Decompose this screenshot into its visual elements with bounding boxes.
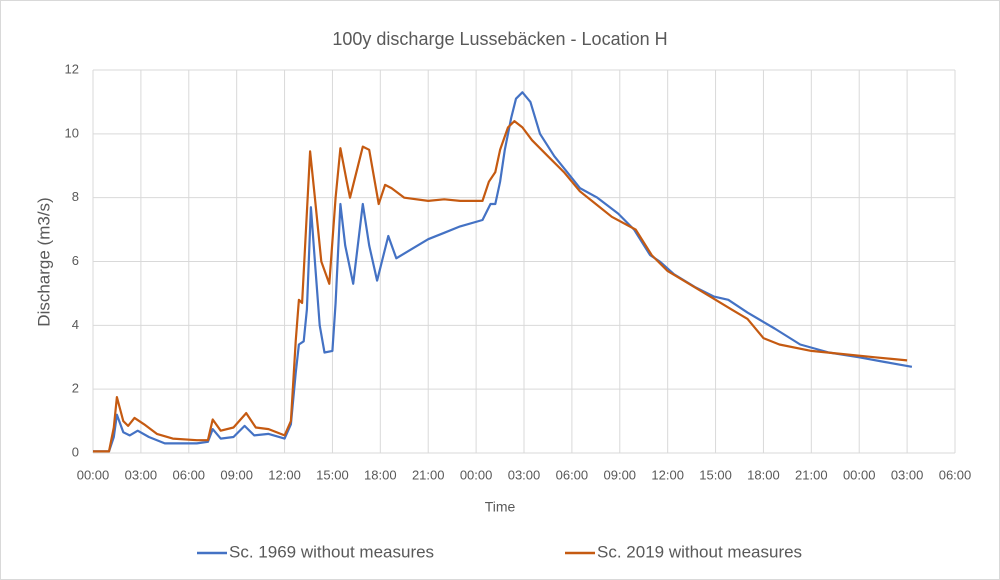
x-tick-label: 09:00 (220, 467, 253, 482)
y-tick-label: 2 (72, 381, 79, 396)
y-tick-label: 0 (72, 444, 79, 459)
x-tick-label: 18:00 (747, 467, 780, 482)
y-tick-label: 12 (65, 61, 79, 76)
series-line (93, 120, 908, 453)
x-tick-label: 21:00 (412, 467, 445, 482)
legend-label: Sc. 1969 without measures (229, 542, 434, 561)
x-tick-label: 06:00 (556, 467, 589, 482)
y-tick-label: 4 (72, 317, 79, 332)
x-tick-label: 09:00 (604, 467, 637, 482)
x-tick-label: 03:00 (508, 467, 541, 482)
legend-label: Sc. 2019 without measures (597, 542, 802, 561)
x-tick-label: 06:00 (173, 467, 206, 482)
x-axis-title: Time (485, 499, 516, 515)
x-tick-label: 06:00 (939, 467, 972, 482)
x-tick-label: 12:00 (651, 467, 684, 482)
y-axis-title: Discharge (m3/s) (34, 197, 53, 326)
y-tick-label: 10 (65, 125, 79, 140)
x-tick-label: 03:00 (125, 467, 158, 482)
y-tick-label: 6 (72, 253, 79, 268)
x-tick-label: 12:00 (268, 467, 301, 482)
x-tick-label: 15:00 (699, 467, 732, 482)
x-tick-label: 03:00 (891, 467, 924, 482)
x-tick-label: 15:00 (316, 467, 349, 482)
x-tick-label: 00:00 (77, 467, 110, 482)
x-tick-label: 00:00 (843, 467, 876, 482)
x-tick-label: 18:00 (364, 467, 397, 482)
y-tick-label: 8 (72, 189, 79, 204)
x-tick-label: 21:00 (795, 467, 828, 482)
x-tick-label: 00:00 (460, 467, 493, 482)
chart-title: 100y discharge Lussebäcken - Location H (332, 29, 667, 49)
